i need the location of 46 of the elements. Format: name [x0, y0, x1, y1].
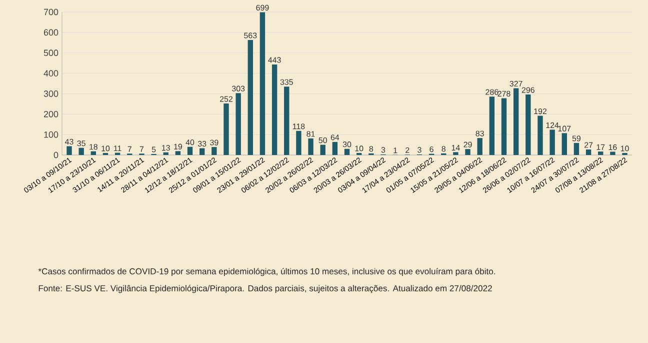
y-tick-label: 0 [54, 152, 58, 158]
y-tick-label: 400 [44, 70, 58, 76]
bar [224, 104, 229, 156]
source-note: Fonte: E-SUS VE. Vigilância Epidemiológica/Pirapora. Dados parciais, sujeitos a alterações. Atualizado em 27/08/2022 [38, 284, 492, 294]
text: *Casos confirmados de COVID-19 por semana epidemiológica, últimos 10 meses, inclusive os que evoluíram para óbito. [38, 268, 495, 276]
bar [212, 147, 217, 156]
bar [90, 151, 96, 156]
y-tick-label: 700 [44, 8, 58, 16]
bar [622, 152, 628, 156]
bar [332, 142, 338, 156]
bar [489, 96, 495, 156]
bar [78, 148, 84, 156]
y-tick-label: 300 [44, 90, 58, 97]
bar [538, 116, 543, 156]
y-tick-label: 600 [44, 29, 58, 36]
bar [199, 148, 205, 156]
bar [260, 12, 266, 156]
y-tick-label: 200 [44, 110, 58, 118]
bar [163, 152, 168, 156]
bar [550, 130, 555, 156]
bar [586, 149, 592, 156]
bar [296, 130, 302, 156]
y-tick-label: 500 [44, 50, 58, 56]
bar [562, 133, 567, 156]
bar [513, 88, 519, 156]
bar [66, 146, 72, 156]
bar [574, 142, 580, 156]
bar [453, 152, 458, 156]
bar [175, 151, 181, 156]
bar [284, 86, 290, 156]
bar [610, 152, 616, 156]
bar [248, 40, 253, 156]
bar [465, 149, 470, 156]
bar [598, 152, 604, 156]
bar [308, 138, 314, 156]
bar [344, 148, 350, 156]
bar [320, 144, 326, 156]
bar [356, 152, 362, 156]
bar [477, 138, 482, 156]
bar [187, 146, 193, 156]
bar [526, 94, 531, 156]
y-tick-label: 100 [44, 131, 58, 138]
bar [501, 98, 507, 156]
bar [272, 64, 278, 156]
bar [102, 152, 108, 156]
bar [236, 93, 241, 156]
